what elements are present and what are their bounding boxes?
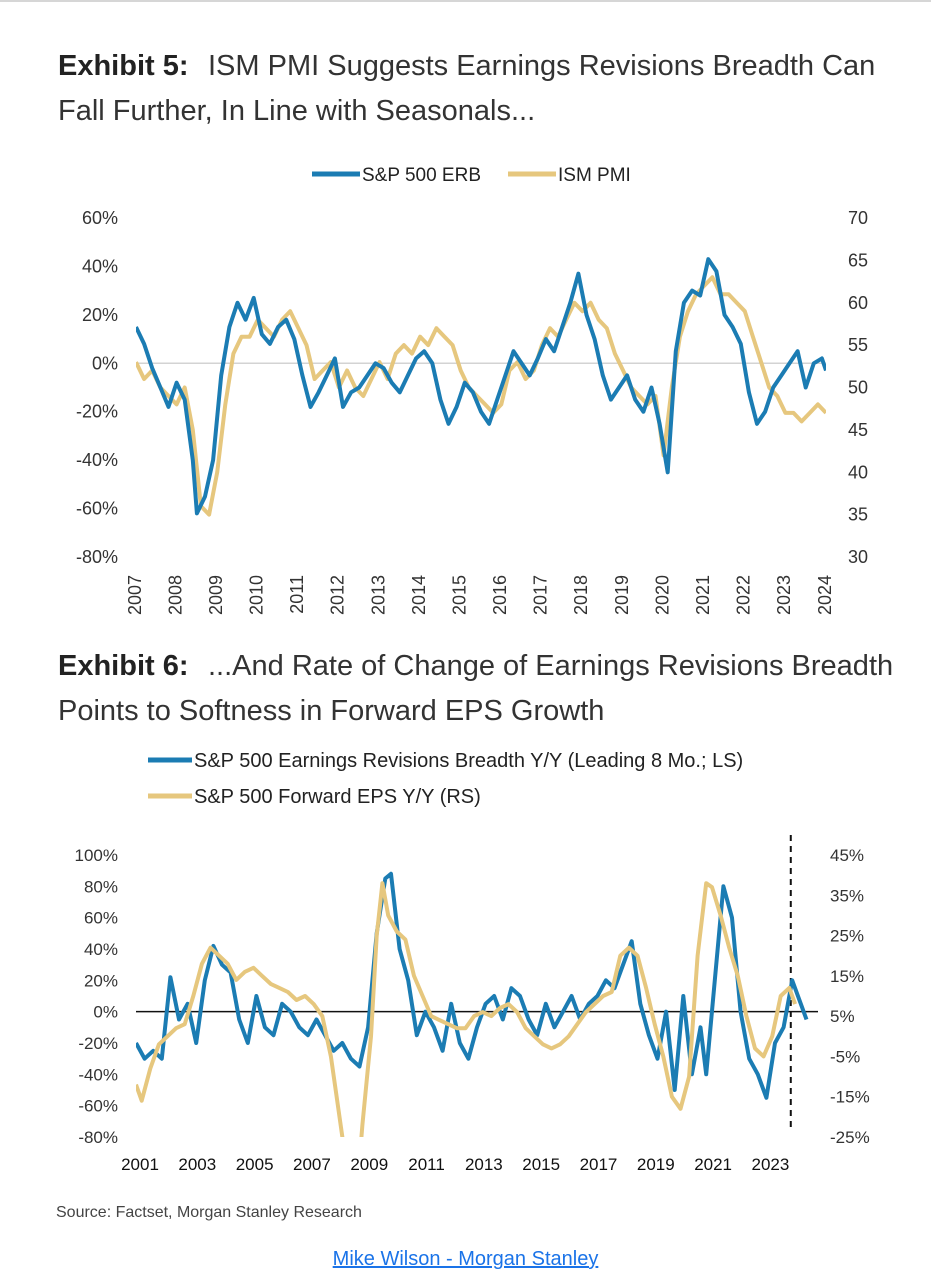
chart-exhibit-5: 60% 40% 20% 0% -20% -40% -60% -80% 70 65 60 55 50 45 4…: [76, 165, 868, 615]
x-tick-label: 2021: [693, 575, 713, 615]
y-right-tick-label: 60: [848, 293, 868, 313]
x-tick-label: 2016: [490, 575, 510, 615]
x-tick-label: 2017: [531, 575, 551, 615]
x-tick-label: 2008: [165, 575, 185, 615]
x-tick-label: 2022: [734, 575, 754, 615]
y-right-tick-label: 55: [848, 335, 868, 355]
x-tick-label: 2023: [752, 1155, 790, 1174]
y-right-tick-label: -15%: [830, 1088, 870, 1107]
series-line-left: [136, 871, 809, 1100]
y-left-tick-label: 20%: [82, 305, 118, 325]
y-left-tick-label: 80%: [84, 877, 118, 896]
y-left-tick-label: 60%: [82, 208, 118, 228]
y-left-tick-label: -60%: [78, 1097, 118, 1116]
x-tick-label: 2011: [408, 1155, 445, 1174]
x-tick-label: 2019: [637, 1155, 675, 1174]
y-left-tick-label: 40%: [82, 256, 118, 276]
exhibit-5-text: ISM PMI Suggests Earnings Revisions Brea…: [58, 50, 876, 127]
x-tick-label: 2009: [206, 575, 226, 615]
source-note: Source: Factset, Morgan Stanley Research: [56, 1204, 362, 1221]
x-tick-label: 2019: [612, 575, 632, 615]
top-divider: [0, 0, 931, 2]
y-left-tick-label: -60%: [76, 499, 118, 519]
y-right-tick-label: -25%: [830, 1128, 870, 1147]
y-right-tick-label: 45: [848, 420, 868, 440]
x-tick-label: 2009: [350, 1155, 388, 1174]
y-left-tick-label: -40%: [78, 1065, 118, 1084]
y-left-tick-label: -20%: [78, 1034, 118, 1053]
y-left-tick-label: 60%: [84, 909, 118, 928]
y-left-tick-label: 100%: [75, 846, 118, 865]
y-left-tick-label: 0%: [92, 353, 118, 373]
y-left-tick-label: -80%: [78, 1128, 118, 1147]
x-tick-label: 2007: [125, 575, 145, 615]
y-left-tick-label: 0%: [93, 1003, 118, 1022]
x-tick-label: 2010: [247, 575, 267, 615]
x-tick-label: 2003: [178, 1155, 216, 1174]
legend-label: ISM PMI: [558, 165, 631, 186]
exhibit-6-text: ...And Rate of Change of Earnings Revisi…: [58, 650, 894, 727]
series-line-right: [136, 275, 826, 517]
x-tick-label: 2005: [236, 1155, 274, 1174]
x-tick-label: 2015: [449, 575, 469, 615]
y-right-tick-label: 45%: [830, 846, 864, 865]
y-left-tick-label: 40%: [84, 940, 118, 959]
credit-line[interactable]: Mike Wilson - Morgan Stanley: [0, 1248, 931, 1271]
y-right-tick-label: 40: [848, 462, 868, 482]
x-tick-label: 2001: [121, 1155, 159, 1174]
y-left-tick-label: 20%: [84, 971, 118, 990]
y-right-tick-label: 35%: [830, 886, 864, 905]
y-right-tick-label: 65: [848, 250, 868, 270]
y-right-tick-label: 35: [848, 505, 868, 525]
x-tick-label: 2023: [774, 575, 794, 615]
exhibit-6-title: Exhibit 6: ...And Rate of Change of Earni…: [58, 644, 918, 734]
credit-link[interactable]: Mike Wilson - Morgan Stanley: [332, 1248, 599, 1270]
legend-label: S&P 500 Earnings Revisions Breadth Y/Y (…: [194, 750, 743, 772]
x-tick-label: 2013: [465, 1155, 503, 1174]
y-left-tick-label: -20%: [76, 402, 118, 422]
x-tick-label: 2007: [293, 1155, 331, 1174]
x-tick-label: 2018: [571, 575, 591, 615]
y-right-tick-label: 50: [848, 378, 868, 398]
x-tick-label: 2014: [409, 575, 429, 615]
x-tick-label: 2011: [287, 575, 307, 614]
series-line-right: [136, 881, 797, 1137]
legend-label: S&P 500 Forward EPS Y/Y (RS): [194, 786, 481, 808]
chart-exhibit-6: 100% 80% 60% 40% 20% 0% -20% -40% -60% -80% 45% 35%…: [75, 750, 870, 1174]
x-tick-label: 2015: [522, 1155, 560, 1174]
exhibit-6-label: Exhibit 6:: [58, 650, 189, 682]
y-right-tick-label: 25%: [830, 927, 864, 946]
x-tick-label: 2024: [815, 575, 835, 615]
y-left-tick-label: -80%: [76, 547, 118, 567]
exhibit-5-title: Exhibit 5: ISM PMI Suggests Earnings Revi…: [58, 44, 918, 134]
x-tick-label: 2017: [580, 1155, 618, 1174]
y-right-tick-label: -5%: [830, 1047, 860, 1066]
x-tick-label: 2013: [368, 575, 388, 615]
y-right-tick-label: 70: [848, 208, 868, 228]
y-right-tick-label: 15%: [830, 967, 864, 986]
x-tick-label: 2012: [328, 575, 348, 615]
y-left-tick-label: -40%: [76, 450, 118, 470]
exhibit-5-label: Exhibit 5:: [58, 50, 189, 82]
x-tick-label: 2021: [694, 1155, 732, 1174]
series-line-left: [136, 257, 826, 516]
y-right-tick-label: 30: [848, 547, 868, 567]
legend-label: S&P 500 ERB: [362, 165, 481, 186]
y-right-tick-label: 5%: [830, 1007, 855, 1026]
x-tick-label: 2020: [652, 575, 672, 615]
